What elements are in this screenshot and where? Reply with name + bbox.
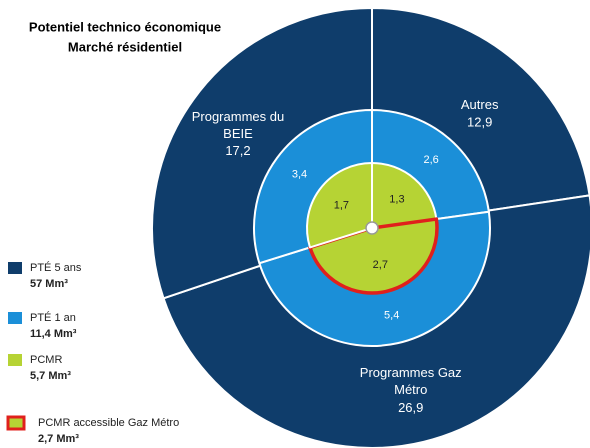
category-label: Autres [460, 96, 499, 112]
data-label: 3,4 [292, 169, 307, 181]
data-label: 5,4 [384, 310, 399, 322]
data-label: 2,6 [423, 154, 438, 166]
legend-swatch [6, 415, 26, 431]
data-label: 2,7 [373, 259, 388, 271]
data-label: 1,7 [334, 199, 349, 211]
category-label: Programmes Gaz Métro [359, 365, 462, 398]
legend-swatch [8, 354, 22, 366]
data-label: 1,3 [389, 193, 404, 205]
category-label: Programmes du BEIE [191, 108, 285, 141]
center-dot [365, 221, 379, 235]
legend-total: 5,7 Mm³ [30, 370, 71, 382]
chart-title: Potentiel technico économique [29, 19, 221, 34]
chart-subtitle: Marché résidentiel [68, 39, 182, 54]
legend-total: 2,7 Mm³ [38, 433, 79, 445]
data-label: 26,9 [398, 400, 423, 415]
legend-swatch [8, 262, 22, 274]
legend-total: 57 Mm³ [30, 278, 68, 290]
pie-slice [371, 162, 438, 229]
data-label: 17,2 [225, 143, 250, 158]
legend-label: PTÉ 5 ans [30, 261, 82, 274]
legend-label: PCMR accessible Gaz Métro [38, 417, 179, 429]
pie-slice [306, 162, 373, 249]
legend-swatch [8, 312, 22, 324]
category-label: Programmes du BEIE [191, 108, 285, 141]
category-label: Programmes Gaz Métro [359, 365, 462, 398]
data-label: 12,9 [467, 114, 492, 129]
legend-label: PTÉ 1 an [30, 311, 76, 324]
category-label: Autres [460, 96, 499, 112]
legend-label: PCMR [30, 354, 62, 366]
legend-total: 11,4 Mm³ [30, 328, 77, 340]
